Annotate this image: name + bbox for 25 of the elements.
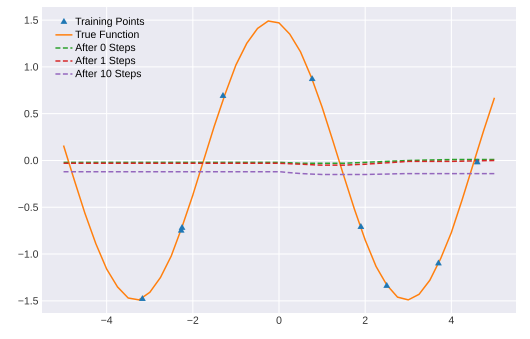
x-tick-label: −4 (101, 316, 112, 324)
x-tick-label: 4 (448, 316, 454, 324)
legend-label: After 1 Steps (75, 56, 136, 66)
y-tick-label: −1.0 (18, 250, 38, 258)
point (139, 295, 146, 301)
y-tick-label: −0.5 (18, 204, 38, 211)
point (474, 158, 481, 164)
legend-label: After 0 Steps (75, 43, 136, 54)
y-tick-label: 0.0 (24, 156, 38, 164)
point (308, 75, 316, 82)
point (435, 260, 442, 266)
point (358, 223, 364, 229)
point (383, 282, 390, 288)
legend-label: After 10 Steps (75, 70, 142, 80)
y-tick-label: −1.5 (18, 297, 38, 304)
y-tick-label: 1.5 (24, 16, 38, 24)
x-tick-label: 2 (362, 316, 368, 324)
y-tick-label: 1.0 (24, 63, 38, 71)
legend-label: Training Points (75, 17, 144, 28)
legend-label: True Function (75, 30, 139, 38)
x-tick-label: 0 (276, 316, 282, 324)
point (178, 224, 186, 230)
y-tick-label: 0.5 (24, 110, 38, 118)
point (220, 92, 226, 98)
x-tick-label: −2 (187, 316, 198, 324)
